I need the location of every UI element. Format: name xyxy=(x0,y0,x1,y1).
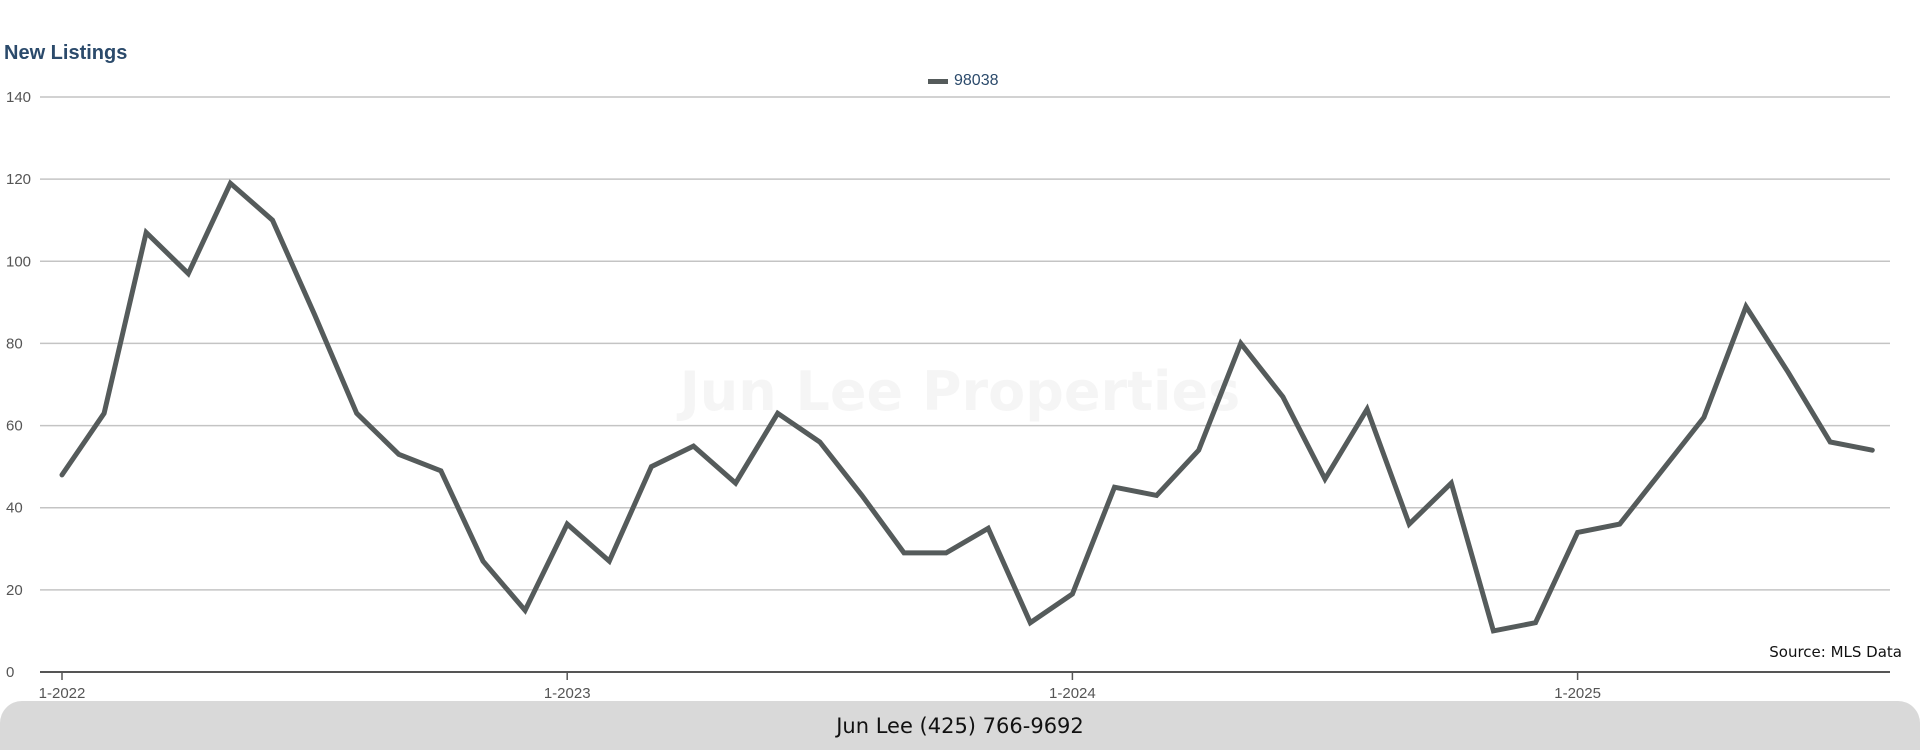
x-axis: 1-2022 1-2023 1-2024 1-2025 xyxy=(39,671,1890,700)
series-line-98038[interactable] xyxy=(59,179,1875,634)
y-tick-label: 0 xyxy=(6,664,14,681)
y-axis-ticks: 0 20 40 60 80 100 120 140 xyxy=(6,89,31,681)
series-lines xyxy=(59,179,1875,634)
legend-label: 98038 xyxy=(954,72,999,89)
x-tick-label: 1-2024 xyxy=(1049,685,1096,700)
contact-info: Jun Lee (425) 766-9692 xyxy=(836,713,1084,738)
y-tick-label: 80 xyxy=(6,335,23,352)
y-tick-label: 40 xyxy=(6,500,23,517)
footer-bar: Jun Lee (425) 766-9692 xyxy=(0,701,1920,750)
source-note: Source: MLS Data xyxy=(1769,643,1902,661)
x-tick-label: 1-2025 xyxy=(1554,685,1601,700)
legend[interactable]: 98038 xyxy=(928,72,999,90)
legend-swatch xyxy=(928,78,948,84)
y-tick-label: 120 xyxy=(6,171,31,188)
grid-lines xyxy=(40,96,1890,591)
y-tick-label: 60 xyxy=(6,418,23,435)
chart-title: New Listings xyxy=(4,42,128,64)
y-tick-label: 140 xyxy=(6,89,31,106)
x-tick-label: 1-2023 xyxy=(544,685,591,700)
y-tick-label: 20 xyxy=(6,582,23,599)
x-tick-label: 1-2022 xyxy=(39,685,86,700)
y-tick-label: 100 xyxy=(6,253,31,270)
